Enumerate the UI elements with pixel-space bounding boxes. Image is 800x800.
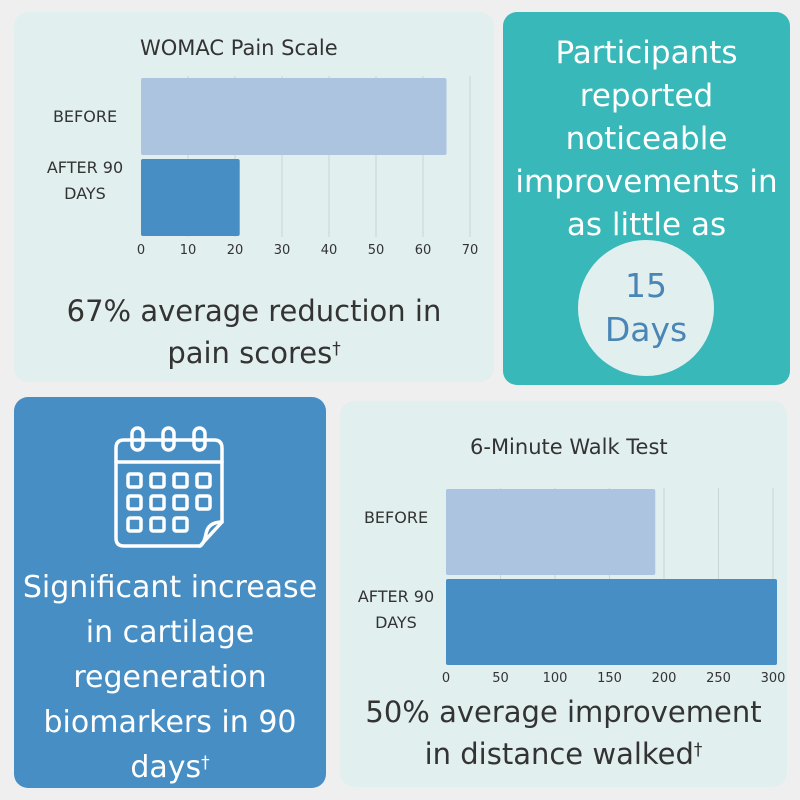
womac-stat-line2: pain scores [167,336,333,370]
womac-x-tick-label: 70 [462,243,479,258]
walk-chart: 0 50 100 150 200 250 300 BEFORE AFTER 90 DAYS [358,488,786,686]
cartilage-card: Significant increase in cartilage regene… [14,397,326,788]
cartilage-text: Significant increase in cartilage regene… [14,565,326,790]
walk-card: 6-Minute Walk Test 0 50 100 150 200 250 300 BEF… [340,401,787,787]
walk-bar-after [446,579,777,665]
womac-x-tick-label: 40 [321,243,338,258]
cartilage-dagger: † [201,753,210,773]
days-line3: noticeable [565,121,728,157]
womac-category-label: DAYS [64,184,106,203]
days-circle: 15 Days [578,240,714,376]
womac-stat-line1: 67% average reduction in [66,294,442,328]
days-text: Participants reported noticeable improve… [503,32,790,247]
cartilage-line2: in cartilage [85,615,255,650]
walk-category-label: AFTER 90 [358,587,434,606]
womac-x-tick-label: 10 [180,243,197,258]
cartilage-line4: biomarkers in 90 [43,705,297,740]
womac-x-tick-label: 30 [274,243,291,258]
womac-chart-title: WOMAC Pain Scale [140,36,338,60]
walk-dagger: † [693,740,703,760]
womac-category-label: BEFORE [53,107,117,126]
calendar-icon [114,426,224,548]
walk-stat-line1: 50% average improvement [365,695,762,729]
walk-bar-before [446,489,656,575]
womac-x-tick-label: 50 [368,243,385,258]
womac-card: WOMAC Pain Scale 0 10 20 30 40 50 60 70 BEFORE AF… [14,12,494,382]
days-line4: improvements in [515,164,778,200]
days-unit: Days [604,310,688,349]
walk-x-tick-label: 150 [597,671,622,686]
walk-x-tick-label: 250 [706,671,731,686]
days-line1: Participants [555,35,738,71]
womac-x-tick-label: 20 [227,243,244,258]
walk-chart-title: 6-Minute Walk Test [470,435,668,459]
days-card: Participants reported noticeable improve… [503,12,790,385]
womac-category-label: AFTER 90 [47,158,123,177]
womac-bar-after [141,159,240,236]
walk-stat-text: 50% average improvement in distance walk… [340,691,787,775]
cartilage-line3: regeneration [73,660,267,695]
womac-x-tick-label: 60 [415,243,432,258]
walk-x-tick-label: 200 [652,671,677,686]
walk-x-tick-label: 300 [761,671,786,686]
womac-stat-text: 67% average reduction in pain scores† [14,290,494,374]
walk-x-tick-label: 100 [543,671,568,686]
cartilage-line5: days [130,750,202,785]
womac-dagger: † [332,339,341,359]
days-line5: as little as [566,207,727,243]
days-line2: reported [579,78,714,114]
womac-bar-before [141,78,447,155]
walk-category-label: BEFORE [364,508,428,527]
walk-category-label: DAYS [375,613,417,632]
days-number: 15 [625,266,667,305]
walk-stat-line2: in distance walked [424,737,694,771]
womac-chart: 0 10 20 30 40 50 60 70 BEFORE AFTER 90 DAYS [47,76,478,258]
walk-x-tick-label: 50 [492,671,509,686]
womac-x-tick-label: 0 [137,243,145,258]
cartilage-line1: Significant increase [22,570,318,605]
walk-x-tick-label: 0 [442,671,450,686]
